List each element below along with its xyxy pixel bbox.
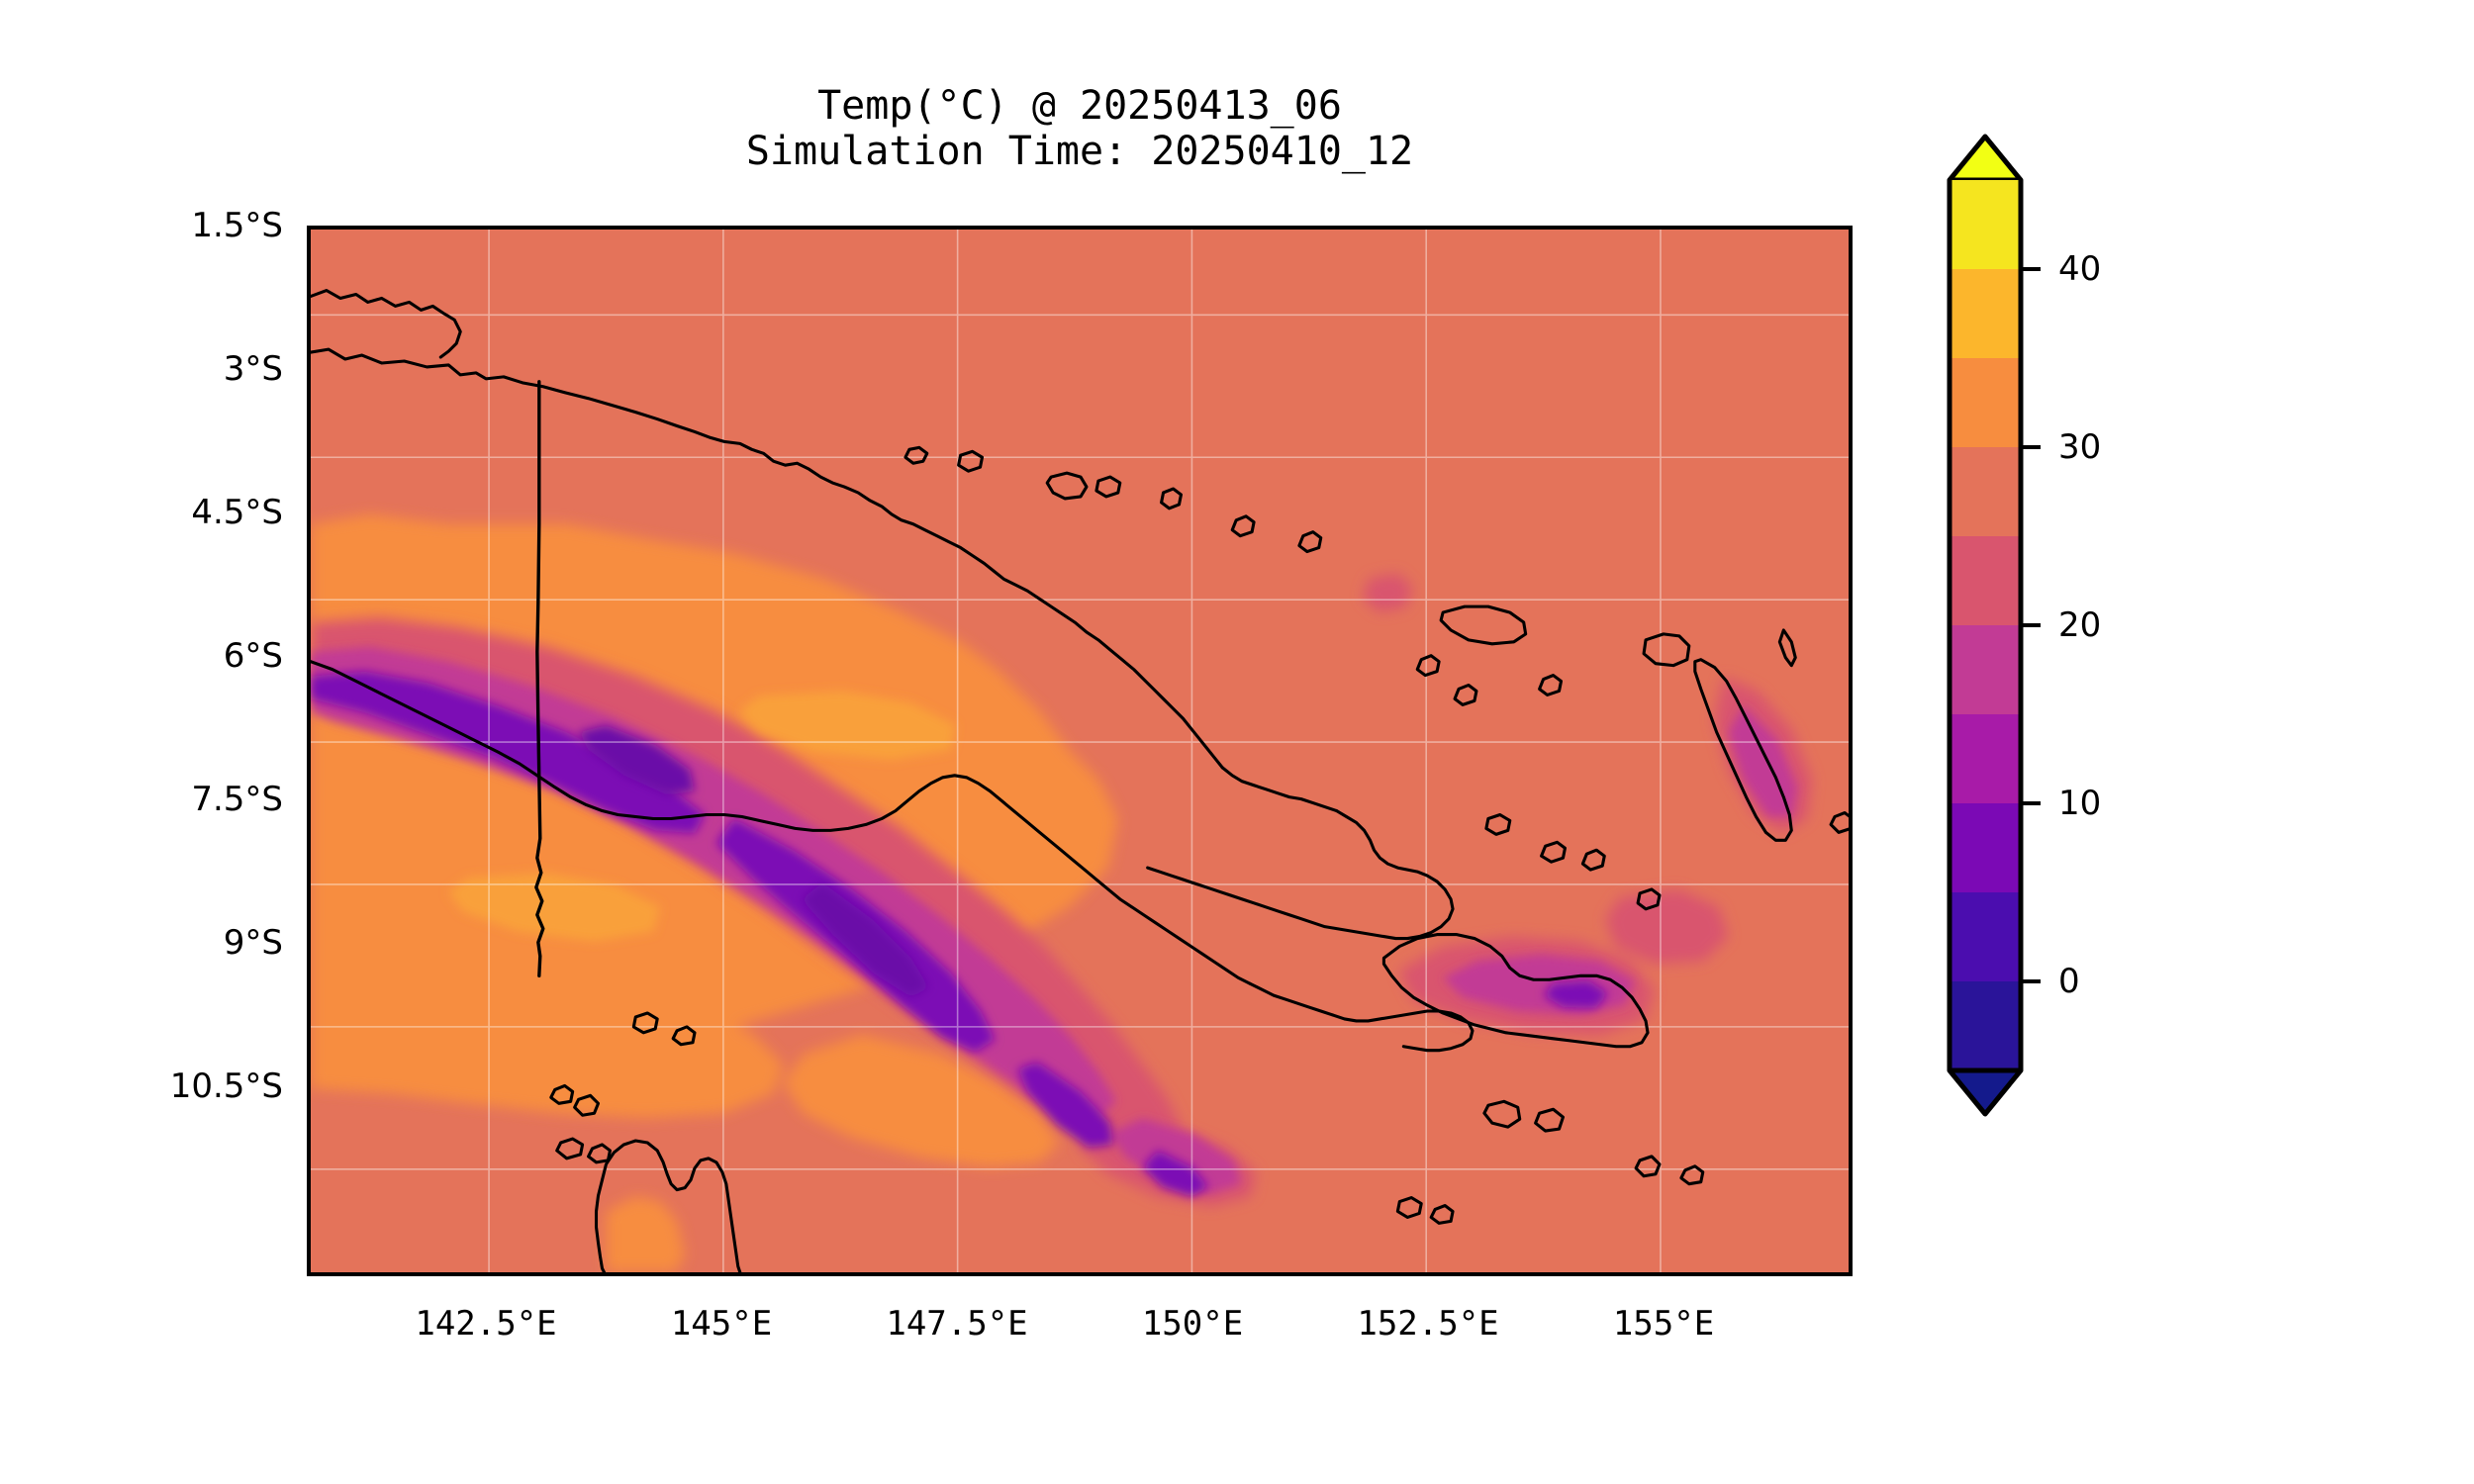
colorbar-band-15-20	[1950, 625, 2021, 714]
colorbar-svg	[1947, 134, 2041, 1117]
x-tick-4: 152.5°E	[1357, 1304, 1499, 1344]
coastline-overlay	[311, 288, 1849, 1272]
colorbar-band-30-35	[1950, 358, 2021, 447]
x-tick-5: 155°E	[1612, 1304, 1715, 1344]
y-tick-1: 3°S	[223, 349, 283, 389]
map-plot-area[interactable]	[307, 226, 1853, 1276]
y-tick-4: 7.5°S	[191, 780, 283, 819]
colorbar-band-neg5-0	[1950, 981, 2021, 1070]
colorbar-band-0-5	[1950, 892, 2021, 981]
colorbar-band-5-10	[1950, 803, 2021, 892]
colorbar-band-35-40	[1950, 269, 2021, 358]
y-tick-5: 9°S	[223, 923, 283, 963]
band-deep-core-group	[578, 725, 929, 998]
colorbar[interactable]: 40 30 20 10 0	[1942, 109, 2238, 1345]
y-tick-2: 4.5°S	[191, 493, 283, 532]
colorbar-tick-label-20: 20	[2058, 605, 2102, 645]
colorbar-band-40-45	[1950, 180, 2021, 269]
colorbar-extend-max	[1947, 134, 2024, 183]
y-tick-6: 10.5°S	[169, 1067, 283, 1106]
colorbar-band-25-30	[1950, 447, 2021, 536]
map-gridlines	[311, 230, 1849, 1272]
colorbar-extend-min	[1947, 1067, 2024, 1117]
x-tick-0: 142.5°E	[415, 1304, 557, 1344]
x-tick-1: 145°E	[670, 1304, 773, 1344]
colorbar-tick-label-30: 30	[2058, 427, 2102, 467]
x-tick-2: 147.5°E	[886, 1304, 1028, 1344]
colorbar-band-20-25	[1950, 536, 2021, 625]
x-tick-3: 150°E	[1141, 1304, 1244, 1344]
colorbar-band-10-15	[1950, 714, 2021, 803]
band-35-plus-group	[448, 691, 956, 942]
colorbar-ticks	[2021, 267, 2041, 983]
y-tick-0: 1.5°S	[191, 206, 283, 245]
colorbar-tick-label-0: 0	[2058, 962, 2080, 1001]
colorbar-tick-label-10: 10	[2058, 784, 2102, 823]
temperature-contour-map	[311, 230, 1849, 1272]
colorbar-tick-label-40: 40	[2058, 249, 2102, 289]
y-tick-3: 6°S	[223, 636, 283, 676]
